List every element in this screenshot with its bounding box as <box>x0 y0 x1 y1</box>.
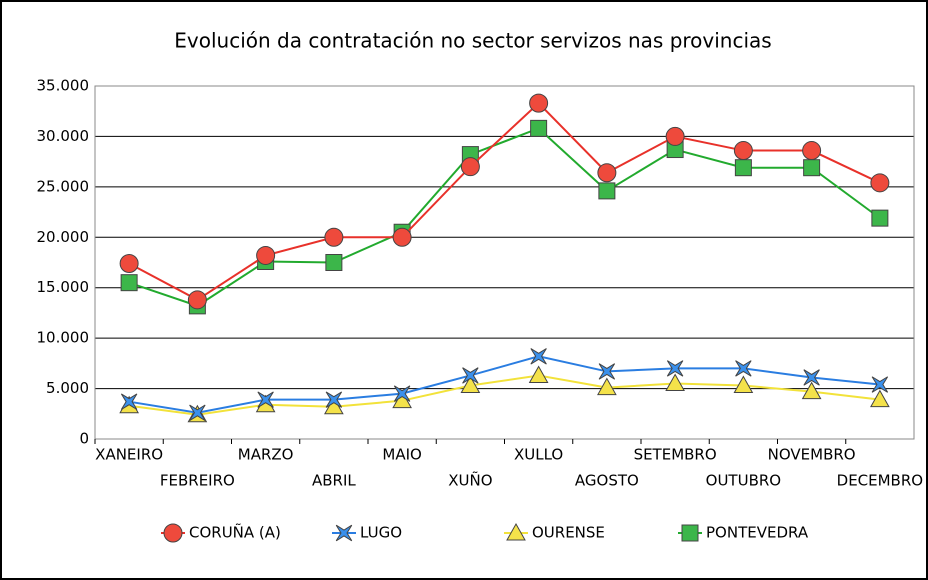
marker <box>460 157 480 177</box>
marker <box>530 119 548 137</box>
marker <box>666 360 684 377</box>
series-line <box>128 374 880 416</box>
marker <box>733 141 753 161</box>
marker <box>870 173 890 193</box>
y-tick-label: 10.000 <box>37 329 90 347</box>
x-tick-label: OUTUBRO <box>706 472 781 490</box>
marker <box>735 360 752 377</box>
marker <box>257 391 274 408</box>
marker <box>325 391 343 408</box>
marker <box>803 159 821 177</box>
marker <box>597 377 617 396</box>
x-tick-label: MAIO <box>382 446 421 464</box>
series-line <box>128 355 880 414</box>
x-tick-label: XULLO <box>514 446 563 464</box>
x-tick-label: AGOSTO <box>575 472 639 490</box>
marker <box>733 375 754 394</box>
x-tick-label: XANEIRO <box>95 446 163 464</box>
series-line <box>128 101 881 301</box>
marker <box>120 393 138 410</box>
marker <box>462 367 479 384</box>
marker <box>598 363 616 380</box>
marker <box>803 369 820 386</box>
y-tick-label: 30.000 <box>37 127 90 145</box>
marker <box>460 375 481 394</box>
legend-label: LUGO <box>360 524 402 542</box>
marker <box>802 141 822 161</box>
marker <box>597 163 617 183</box>
marker <box>187 290 207 310</box>
marker <box>325 254 343 271</box>
x-tick-label: XUÑO <box>448 471 492 490</box>
x-tick-label: FEBREIRO <box>160 472 235 490</box>
marker <box>665 373 685 392</box>
marker <box>870 389 890 408</box>
legend-label: PONTEVEDRA <box>706 524 809 542</box>
y-tick-label: 5.000 <box>46 379 89 397</box>
marker <box>530 348 547 365</box>
marker <box>529 93 549 113</box>
x-tick-label: NOVEMBRO <box>768 446 856 464</box>
marker <box>871 209 889 227</box>
marker <box>163 523 183 543</box>
marker <box>335 524 353 542</box>
marker <box>734 159 752 177</box>
legend-label: OURENSE <box>532 524 605 542</box>
x-tick-label: SETEMBRO <box>634 446 717 464</box>
x-tick-label: DECEMBRO <box>837 472 923 490</box>
x-tick-label: ABRIL <box>312 472 356 490</box>
chart-title: Evolución da contratación no sector serv… <box>174 29 771 53</box>
marker <box>392 227 412 247</box>
marker <box>189 404 206 421</box>
legend-label: CORUÑA (A) <box>189 523 281 542</box>
marker <box>681 524 699 542</box>
marker <box>871 376 889 393</box>
marker <box>506 522 526 541</box>
y-tick-label: 20.000 <box>37 228 90 246</box>
y-tick-label: 35.000 <box>37 77 90 95</box>
marker <box>120 274 138 292</box>
x-tick-label: MARZO <box>238 446 294 464</box>
y-tick-label: 15.000 <box>37 278 90 296</box>
marker <box>393 385 411 402</box>
marker <box>665 126 685 146</box>
marker <box>528 365 549 383</box>
series-line <box>128 127 881 307</box>
y-tick-label: 0 <box>79 430 89 448</box>
marker <box>801 381 822 400</box>
y-tick-label: 25.000 <box>37 177 90 195</box>
marker <box>598 182 616 200</box>
marker <box>119 254 139 274</box>
marker <box>256 245 276 265</box>
marker <box>324 227 344 247</box>
